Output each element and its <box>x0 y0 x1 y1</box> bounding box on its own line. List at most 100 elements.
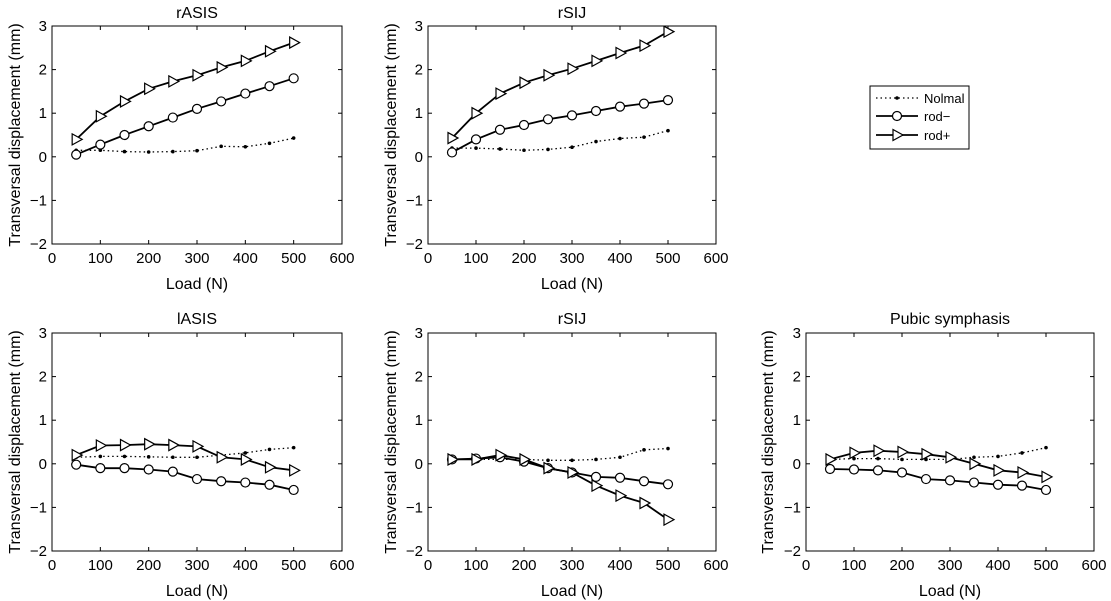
subplot-title: Pubic symphasis <box>890 311 1010 328</box>
data-point-rod-minus <box>824 463 836 475</box>
data-point-nolmal <box>195 148 199 153</box>
data-point-rod-plus <box>543 461 556 475</box>
data-point-nolmal <box>522 148 526 153</box>
series-line-rod-minus <box>76 463 294 491</box>
x-tick-label: 500 <box>655 557 680 574</box>
data-point-rod-plus <box>849 446 862 460</box>
legend-entry-rod-minus: rod− <box>876 109 950 124</box>
data-point-rod-minus <box>542 114 554 125</box>
subplot-title: lASIS <box>177 311 217 328</box>
data-point-rod-minus <box>446 147 458 158</box>
series-line-rod-plus <box>829 449 1047 478</box>
data-point-rod-plus <box>119 438 132 452</box>
y-tick-label: −2 <box>30 236 47 253</box>
x-axis-label: Load (N) <box>166 583 228 600</box>
data-point-nolmal <box>1044 445 1048 450</box>
data-point-rod-minus <box>968 477 980 488</box>
series-line-rod-plus <box>452 454 669 521</box>
series-line-nolmal <box>76 137 294 153</box>
subplot-title: rSIJ <box>558 311 586 328</box>
data-point-nolmal <box>267 141 272 146</box>
x-tick-label: 100 <box>463 250 488 267</box>
y-tick-label: 0 <box>415 149 423 166</box>
data-point-rod-plus <box>639 39 652 53</box>
y-tick-label: −1 <box>406 192 423 209</box>
series-line-rod-minus <box>75 77 294 156</box>
data-point-rod-plus <box>969 457 982 471</box>
data-point-rod-plus <box>240 452 253 466</box>
data-point-rod-plus <box>921 447 934 461</box>
series-line-rod-plus <box>75 41 295 141</box>
data-point-rod-minus <box>191 103 203 114</box>
data-point-rod-plus <box>471 452 484 466</box>
data-point-rod-minus <box>470 134 482 145</box>
x-tick-label: 100 <box>841 557 866 574</box>
x-tick-label: 200 <box>511 557 536 574</box>
y-tick-label: 2 <box>793 369 801 386</box>
data-point-rod-plus <box>447 452 460 466</box>
legend-box <box>869 85 970 150</box>
subplot-lasis: lASIS 0 100 200 300 400 500 600 −2 −1 0 1 2 3 Load (… <box>7 311 355 600</box>
y-tick-label: 0 <box>39 149 47 166</box>
data-point-rod-minus <box>896 467 908 478</box>
y-tick-label: −2 <box>406 543 423 560</box>
data-point-nolmal <box>267 447 272 452</box>
x-tick-label: 200 <box>511 250 536 267</box>
series-layer <box>824 444 1054 496</box>
x-tick-label: 500 <box>281 557 306 574</box>
data-point-nolmal <box>666 446 670 451</box>
data-point-rod-plus <box>519 76 532 90</box>
data-point-rod-plus <box>168 74 181 88</box>
x-tick-label: 600 <box>703 557 728 574</box>
x-tick-label: 100 <box>463 557 488 574</box>
data-point-rod-plus <box>1017 466 1030 480</box>
data-point-rod-plus <box>289 463 301 477</box>
data-point-nolmal <box>618 136 622 141</box>
x-tick-label: 400 <box>233 250 258 267</box>
data-point-rod-plus <box>495 87 508 101</box>
axes-ticks: 0 100 200 300 400 500 600 −2 −1 0 1 2 3 <box>406 325 729 574</box>
data-point-rod-minus <box>216 476 227 487</box>
data-point-rod-plus <box>447 131 460 145</box>
data-point-rod-plus <box>567 466 580 480</box>
data-point-nolmal <box>900 457 904 462</box>
data-point-rod-minus <box>1016 480 1028 491</box>
data-point-rod-minus <box>494 124 506 135</box>
data-point-rod-plus <box>144 437 156 451</box>
data-point-nolmal <box>642 135 646 139</box>
axes-ticks: 0 100 200 300 400 500 600 −2 −1 0 1 2 3 <box>30 325 355 574</box>
y-tick-label: 1 <box>415 412 423 429</box>
y-tick-label: 2 <box>415 62 423 79</box>
data-point-nolmal <box>146 455 151 459</box>
x-tick-label: 300 <box>559 250 584 267</box>
data-point-rod-minus <box>638 476 650 487</box>
series-line-rod-plus <box>451 30 669 139</box>
legend-label-rod-plus: rod+ <box>924 128 950 143</box>
data-point-rod-plus <box>71 448 84 462</box>
axes-ticks: 0 100 200 300 400 500 600 −2 −1 0 1 2 3 <box>784 325 1107 574</box>
legend-entry-rod-plus: rod+ <box>876 128 950 143</box>
data-point-nolmal <box>291 445 296 450</box>
legend-label-rod-minus: rod− <box>924 109 950 124</box>
data-point-rod-minus <box>216 96 227 107</box>
data-point-nolmal <box>852 456 856 461</box>
data-point-nolmal <box>474 146 478 150</box>
data-point-rod-plus <box>567 62 580 76</box>
data-point-rod-plus <box>95 109 108 123</box>
axes-frame <box>51 332 343 552</box>
x-axis-label: Load (N) <box>541 276 603 293</box>
data-point-rod-minus <box>119 463 130 474</box>
subplot-title: rSIJ <box>558 5 586 22</box>
legend-marker-circle <box>891 110 903 122</box>
data-point-rod-minus <box>920 473 932 485</box>
data-point-rod-plus <box>168 438 181 452</box>
data-point-rod-plus <box>825 452 838 466</box>
axes-frame <box>427 332 717 552</box>
x-tick-label: 400 <box>985 557 1010 574</box>
data-point-rod-minus <box>288 73 299 84</box>
data-point-rod-minus <box>240 477 251 488</box>
data-point-rod-plus <box>495 448 508 462</box>
x-tick-label: 100 <box>88 557 113 574</box>
x-tick-label: 0 <box>48 250 56 267</box>
series-line-nolmal <box>76 447 294 458</box>
